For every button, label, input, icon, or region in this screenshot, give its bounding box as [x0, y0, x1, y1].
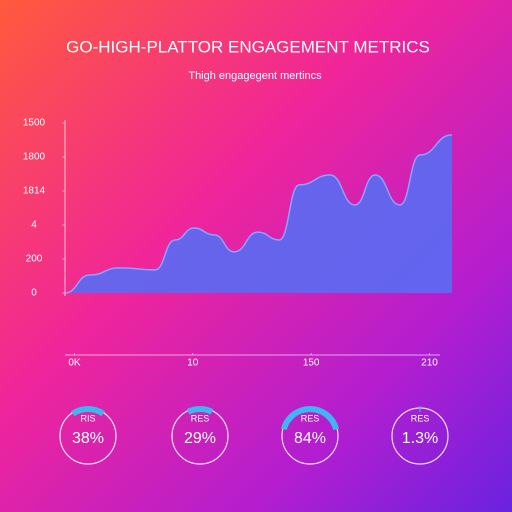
kpi-value: 29%: [184, 430, 216, 447]
kpi-label: RES: [411, 413, 430, 423]
kpi-label: RES: [191, 413, 210, 423]
kpi-value: 84%: [294, 430, 326, 447]
area: [65, 134, 452, 293]
kpi-gauge: [280, 406, 340, 431]
y-tick-label: 4: [31, 220, 37, 231]
x-tick-label: 150: [303, 358, 320, 369]
chart-title: GO-HIGH-PLATTOR ENGAGEMENT METRICS: [66, 37, 430, 56]
x-tick-label: 0K: [68, 358, 81, 369]
y-tick-label: 0: [31, 288, 37, 299]
kpi-gauge: [186, 406, 214, 415]
line: [64, 134, 453, 294]
x-tick-label: 210: [421, 358, 438, 369]
kpi-value: 1.3%: [402, 430, 438, 447]
x-tick-label: 10: [187, 358, 199, 369]
y-tick-label: 200: [26, 254, 43, 265]
kpi-value: 38%: [72, 430, 104, 447]
chart-subtitle: Thigh engagegent mertincs: [188, 70, 322, 82]
y-tick-label: 1800: [23, 152, 46, 163]
y-tick-label: 1814: [23, 186, 46, 197]
kpi-label: RES: [301, 413, 320, 423]
kpi-label: RIS: [80, 413, 95, 423]
y-tick-label: 1500: [23, 118, 46, 129]
kpi-gauge: [71, 406, 105, 417]
